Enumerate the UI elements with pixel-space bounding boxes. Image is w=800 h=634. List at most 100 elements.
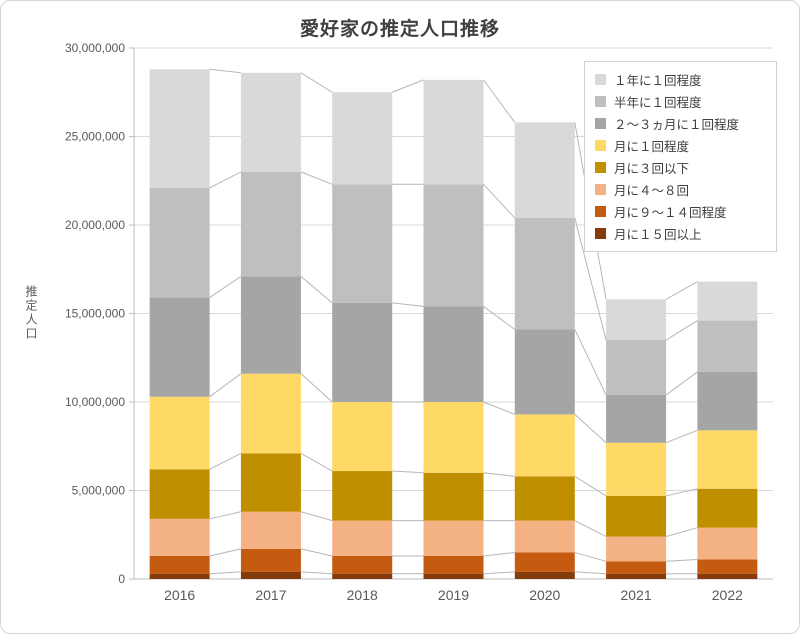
bar-segment <box>332 92 393 185</box>
series-connector-line <box>665 371 698 396</box>
series-connector-line <box>574 329 607 396</box>
bar-segment <box>606 299 667 341</box>
series-connector-line <box>300 171 333 185</box>
series-connector-line <box>665 527 698 538</box>
bar-segment <box>606 573 667 579</box>
series-connector-line <box>392 470 424 474</box>
bar-segment <box>606 394 667 443</box>
bar-segment <box>149 555 210 574</box>
bar-segment <box>149 187 210 298</box>
x-category-label: 2016 <box>164 587 195 603</box>
legend-item: 月に４～８回 <box>595 180 766 199</box>
series-connector-line <box>574 571 607 575</box>
legend-item: 月に１回程度 <box>595 136 766 155</box>
bar-segment <box>514 476 575 521</box>
bar-segment <box>149 469 210 519</box>
series-connector-line <box>483 472 515 477</box>
bar-segment <box>332 471 393 521</box>
legend-item: ２～３ヵ月に１回程度 <box>595 114 766 133</box>
bar-segment <box>423 573 484 579</box>
x-category-label: 2017 <box>255 587 286 603</box>
bar-segment <box>423 306 484 402</box>
bar-segment <box>423 555 484 574</box>
series-connector-line <box>392 302 424 307</box>
bar-segment <box>514 217 575 330</box>
series-connector-line <box>300 452 333 472</box>
bar-segment <box>240 571 301 579</box>
bar-segment <box>332 573 393 579</box>
bar-segment <box>423 79 484 185</box>
bar-segment <box>514 414 575 477</box>
y-tick-label: 25,000,000 <box>65 130 125 144</box>
y-tick-label: 15,000,000 <box>65 307 125 321</box>
bar-segment <box>240 453 301 512</box>
series-connector-line <box>574 551 607 562</box>
bar-segment <box>332 402 393 472</box>
legend-item: 月に１５回以上 <box>595 224 766 243</box>
bar-segment <box>514 520 575 553</box>
series-connector-line <box>300 72 333 93</box>
series-connector-line <box>392 79 424 93</box>
bar-segment <box>240 276 301 374</box>
bar-segment <box>149 297 210 397</box>
series-connector-line <box>209 571 241 575</box>
bar-segment <box>606 561 667 574</box>
series-connector-line <box>483 551 515 557</box>
bar-segment <box>697 573 758 579</box>
x-category-label: 2018 <box>347 587 378 603</box>
series-connector-line <box>209 275 242 298</box>
y-tick-label: 0 <box>118 572 125 586</box>
series-connector-line <box>209 68 241 74</box>
legend-label: 月に４～８回 <box>614 184 690 198</box>
legend-label: 月に９～１４回程度 <box>614 206 727 220</box>
y-axis-title: 推定人口 <box>24 285 38 341</box>
series-connector-line <box>300 511 333 522</box>
bar-segment <box>149 396 210 470</box>
legend-label: 半年に１回程度 <box>614 96 702 110</box>
series-connector-line <box>300 548 333 557</box>
series-connector-line <box>483 306 516 330</box>
series-connector-line <box>483 571 515 575</box>
bar-segment <box>149 518 210 556</box>
series-connector-line <box>665 429 698 444</box>
bar-segment <box>697 371 758 431</box>
legend-item: １年に１回程度 <box>595 70 766 89</box>
bar-segment <box>423 472 484 521</box>
legend-swatch <box>595 228 606 239</box>
bar-segment <box>332 555 393 574</box>
series-connector-line <box>209 511 242 520</box>
bar-segment <box>514 122 575 218</box>
series-connector-line <box>483 401 515 415</box>
series-connector-line <box>209 452 242 470</box>
series-connector-line <box>665 281 698 300</box>
bar-segment <box>423 184 484 307</box>
legend-label: 月に３回以下 <box>614 162 690 176</box>
bar-segment <box>514 571 575 579</box>
bar-segment <box>697 488 758 528</box>
x-category-label: 2022 <box>712 587 743 603</box>
legend-item: 月に３回以下 <box>595 158 766 177</box>
bar-segment <box>606 536 667 562</box>
legend: １年に１回程度半年に１回程度 ２～３ヵ月に１回程度月に１回程度 月に３回以下 月に４～… <box>584 61 777 252</box>
y-tick-label: 5,000,000 <box>72 484 126 498</box>
x-category-label: 2020 <box>529 587 560 603</box>
legend-label: 月に１回程度 <box>614 140 690 154</box>
series-connector-line <box>300 571 333 575</box>
bar-segment <box>606 340 667 395</box>
series-connector-line <box>574 475 607 497</box>
y-tick-label: 20,000,000 <box>65 218 125 232</box>
series-connector-line <box>574 520 607 537</box>
bar-segment <box>332 184 393 303</box>
series-connector-line <box>574 217 607 341</box>
series-connector-line <box>300 373 333 403</box>
series-connector-line <box>209 171 242 189</box>
series-connector-line <box>209 373 242 398</box>
bar-segment <box>240 548 301 572</box>
bar-segment <box>332 302 393 402</box>
legend-swatch <box>595 140 606 151</box>
bar-segment <box>423 520 484 556</box>
series-connector-line <box>300 275 333 304</box>
bar-segment <box>606 495 667 537</box>
bar-segment <box>606 442 667 496</box>
